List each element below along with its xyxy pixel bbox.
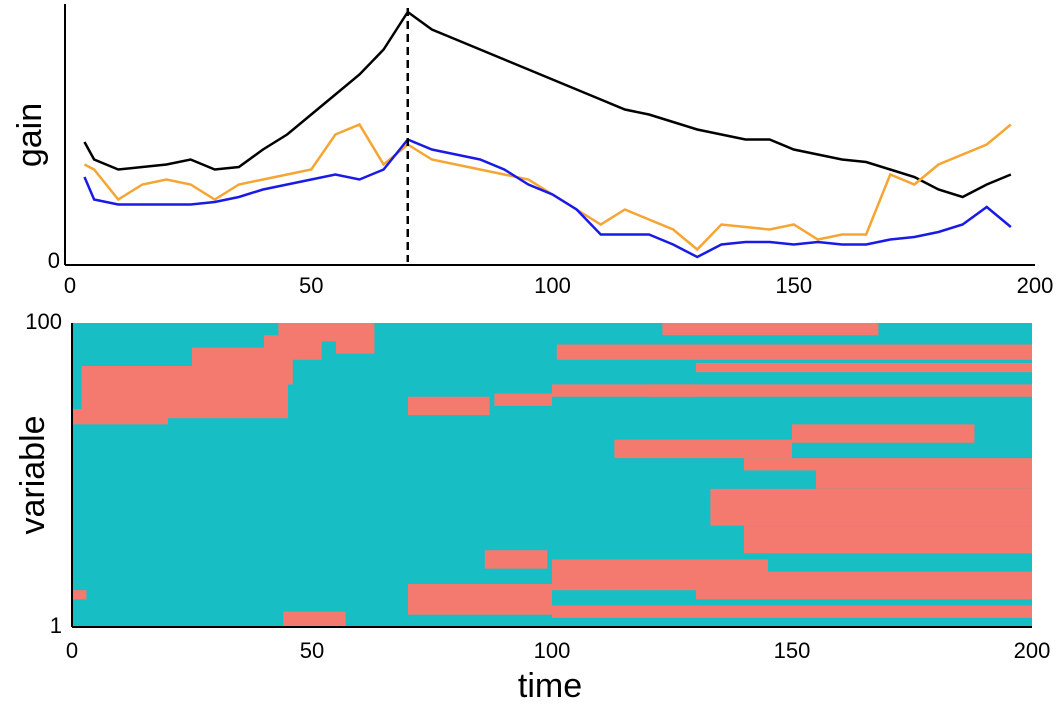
heatmap-cell bbox=[614, 439, 792, 459]
x-tick-label: 100 bbox=[534, 638, 571, 663]
line bbox=[83, 122, 1012, 252]
x-tick-label: 200 bbox=[1014, 638, 1051, 663]
heatmap-cell bbox=[494, 393, 552, 406]
x-tick-label: 150 bbox=[775, 273, 812, 298]
x-tick-label: 0 bbox=[66, 638, 78, 663]
heatmap-cell bbox=[662, 323, 879, 336]
heatmap-cell bbox=[72, 408, 168, 425]
x-tick-label: 200 bbox=[1017, 273, 1054, 298]
heatmap-cell bbox=[278, 323, 341, 342]
x-tick-label: 150 bbox=[774, 638, 811, 663]
heatmap-cell bbox=[408, 396, 490, 416]
heatmap-cell bbox=[710, 488, 1032, 526]
heatmap-cell bbox=[696, 362, 1032, 373]
heatmap-cell bbox=[696, 571, 1032, 600]
x-axis-label: time bbox=[518, 667, 582, 705]
x-tick-label: 100 bbox=[534, 273, 571, 298]
y-axis-label: gain bbox=[11, 103, 49, 167]
y-tick-label: 1 bbox=[50, 613, 62, 638]
x-tick-label: 50 bbox=[299, 273, 323, 298]
line bbox=[83, 10, 1012, 199]
y-tick-label: 100 bbox=[25, 309, 62, 334]
line bbox=[83, 137, 1012, 259]
heatmap-cell bbox=[72, 590, 87, 600]
heatmap-cell bbox=[744, 525, 1032, 554]
x-tick-label: 0 bbox=[64, 273, 76, 298]
heatmap-cell bbox=[552, 605, 1032, 618]
heatmap-cell bbox=[408, 584, 552, 615]
heatmap-cell bbox=[792, 424, 975, 443]
heatmap-cell bbox=[336, 323, 375, 354]
heatmap-cell bbox=[556, 344, 1032, 360]
x-tick-label: 50 bbox=[300, 638, 324, 663]
y-axis-label: variable bbox=[14, 415, 52, 534]
heatmap-cell bbox=[484, 550, 548, 569]
heatmap-cell bbox=[816, 467, 1032, 489]
y-tick-label: 0 bbox=[48, 248, 60, 273]
heatmap-cell bbox=[283, 611, 346, 627]
heatmap-cell bbox=[648, 384, 1032, 397]
